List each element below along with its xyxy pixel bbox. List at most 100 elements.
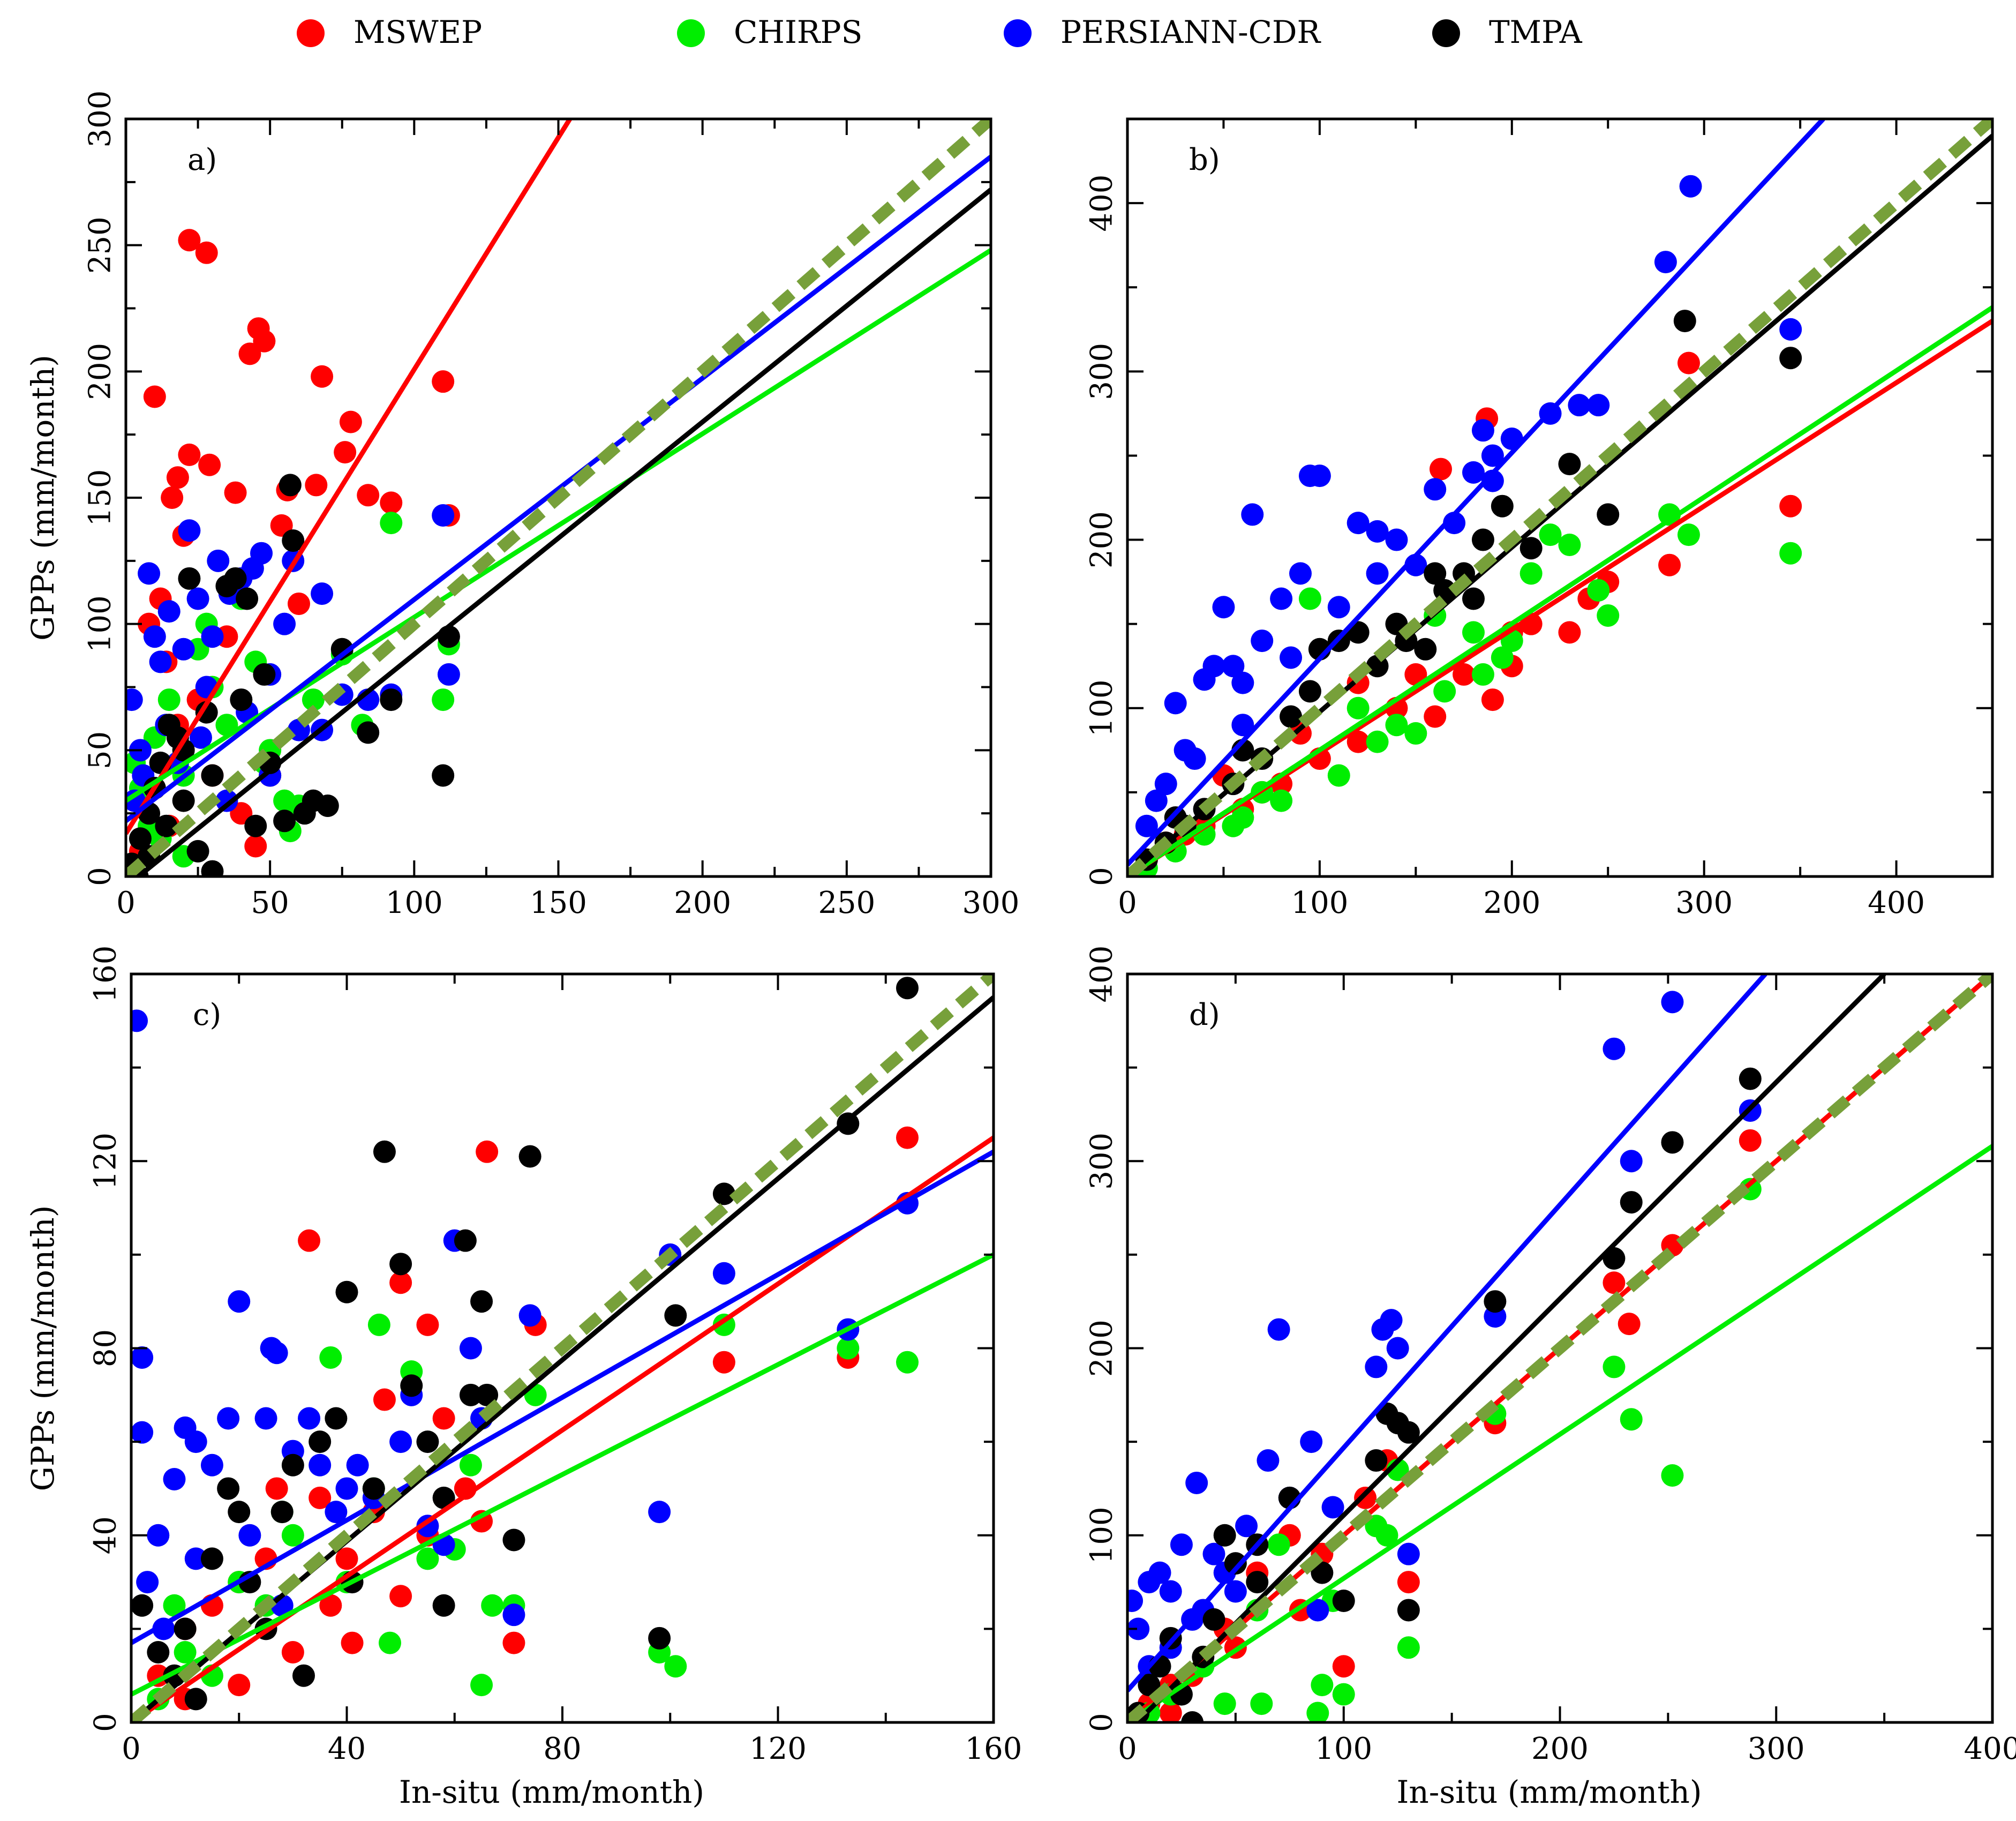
point-tmpa-15 (1471, 528, 1494, 551)
point-mswep-17 (380, 491, 403, 514)
point-chirps-20 (837, 1337, 860, 1360)
point-chirps-19 (1375, 1524, 1398, 1547)
point-persiann-cdr-35 (238, 1524, 261, 1547)
point-chirps-14 (481, 1594, 504, 1617)
x-tick-label: 0 (122, 1732, 141, 1766)
point-mswep-11 (389, 1271, 412, 1294)
point-mswep-8 (1424, 705, 1447, 728)
point-tmpa-15 (1397, 1421, 1420, 1444)
point-mswep-25 (281, 1641, 304, 1664)
point-persiann-cdr-5 (1202, 655, 1225, 678)
point-chirps-15 (1587, 579, 1610, 602)
point-mswep-21 (288, 592, 310, 615)
point-persiann-cdr-15 (309, 1453, 332, 1477)
point-mswep-8 (335, 1547, 358, 1570)
y-tick-label: 160 (88, 946, 123, 1003)
y-tick-label: 200 (83, 343, 118, 400)
y-tick-label: 300 (1085, 343, 1119, 400)
point-mswep-17 (476, 1140, 499, 1163)
point-mswep-10 (1481, 688, 1504, 711)
y-tick-label: 50 (83, 731, 118, 769)
point-persiann-cdr-34 (215, 789, 238, 812)
point-persiann-cdr-3 (147, 1524, 170, 1547)
point-tmpa-27 (664, 1304, 687, 1327)
point-tmpa-21 (1779, 347, 1802, 370)
point-mswep-14 (432, 1407, 455, 1430)
point-tmpa-11 (1332, 1589, 1355, 1612)
point-chirps-15 (1661, 1464, 1684, 1487)
point-persiann-cdr-37 (1145, 789, 1168, 812)
point-persiann-cdr-23 (1620, 1150, 1643, 1173)
legend-label-chirps: CHIRPS (734, 14, 862, 50)
point-chirps-16 (1597, 604, 1620, 627)
x-tick-label: 200 (1483, 886, 1540, 920)
point-persiann-cdr-7 (1185, 1471, 1208, 1494)
legend-label-persiann-cdr: PERSIANN-CDR (1060, 14, 1322, 50)
chart-panel-2: 0 100 200 300 400 0 100 200 300 400 b) (1085, 117, 1994, 920)
legend-label-mswep: MSWEP (353, 14, 482, 50)
point-mswep-16 (470, 1510, 493, 1533)
point-tmpa-19 (1620, 1191, 1643, 1214)
legend-marker-mswep (297, 19, 325, 47)
y-tick-label: 100 (83, 595, 118, 653)
point-mswep-4 (166, 466, 189, 489)
x-tick-label: 160 (965, 1732, 1022, 1766)
point-persiann-cdr-14 (1300, 1430, 1323, 1453)
point-tmpa-31 (155, 814, 178, 837)
legend-marker-persiann-cdr (1004, 19, 1032, 47)
point-persiann-cdr-23 (459, 1337, 482, 1360)
fit-line-tmpa (1133, 974, 1886, 1722)
fit-line-persiann-cdr (1127, 119, 1825, 867)
point-persiann-cdr-26 (437, 663, 460, 686)
point-mswep-13 (416, 1313, 439, 1336)
point-chirps-11 (1491, 646, 1514, 669)
point-persiann-cdr-4 (149, 650, 172, 673)
x-tick-label: 300 (962, 886, 1020, 920)
point-persiann-cdr-3 (1148, 1561, 1171, 1584)
point-chirps-3 (1213, 1692, 1236, 1715)
point-mswep-12 (1618, 1313, 1641, 1336)
point-persiann-cdr-14 (298, 1407, 321, 1430)
point-tmpa-9 (186, 840, 209, 863)
fit-line-chirps (1127, 305, 1992, 876)
y-tick-label: 120 (88, 1133, 123, 1190)
point-tmpa-18 (416, 1430, 439, 1453)
point-persiann-cdr-7 (1222, 655, 1245, 678)
point-tmpa-10 (1311, 1561, 1334, 1584)
point-chirps-25 (416, 1547, 439, 1570)
point-chirps-2 (157, 688, 180, 711)
point-persiann-cdr-31 (1779, 318, 1802, 341)
point-mswep-18 (432, 370, 455, 393)
point-tmpa-5 (217, 1477, 240, 1500)
plot-area (126, 119, 991, 876)
point-tmpa-25 (1298, 680, 1321, 703)
point-tmpa-19 (1597, 503, 1620, 526)
series-persiann-cdr (1127, 991, 1762, 1678)
point-mswep-14 (334, 441, 357, 464)
point-persiann-cdr-7 (178, 519, 201, 542)
point-persiann-cdr-11 (1270, 587, 1293, 610)
point-mswep-22 (896, 1126, 919, 1149)
point-persiann-cdr-22 (1603, 1037, 1626, 1060)
point-tmpa-22 (1462, 587, 1485, 610)
point-tmpa-12 (1414, 638, 1437, 661)
point-chirps-6 (1327, 764, 1350, 787)
point-chirps-6 (319, 1346, 342, 1369)
point-persiann-cdr-37 (346, 1453, 369, 1477)
point-mswep-7 (1332, 1655, 1355, 1678)
point-persiann-cdr-5 (1170, 1533, 1193, 1556)
point-tmpa-16 (253, 663, 276, 686)
point-tmpa-7 (1224, 1552, 1247, 1575)
point-mswep-18 (502, 1631, 525, 1654)
point-tmpa-10 (281, 1453, 304, 1477)
point-chirps-12 (1519, 562, 1543, 585)
point-persiann-cdr-12 (1267, 1318, 1290, 1341)
point-mswep-6 (298, 1229, 321, 1252)
point-chirps-10 (1471, 663, 1494, 686)
x-tick-label: 200 (1531, 1732, 1589, 1766)
point-mswep-0 (143, 385, 166, 408)
x-axis-title: In-situ (mm/month) (399, 1774, 704, 1810)
y-tick-label: 80 (88, 1329, 123, 1367)
point-tmpa-26 (380, 688, 403, 711)
point-tmpa-26 (648, 1627, 671, 1650)
